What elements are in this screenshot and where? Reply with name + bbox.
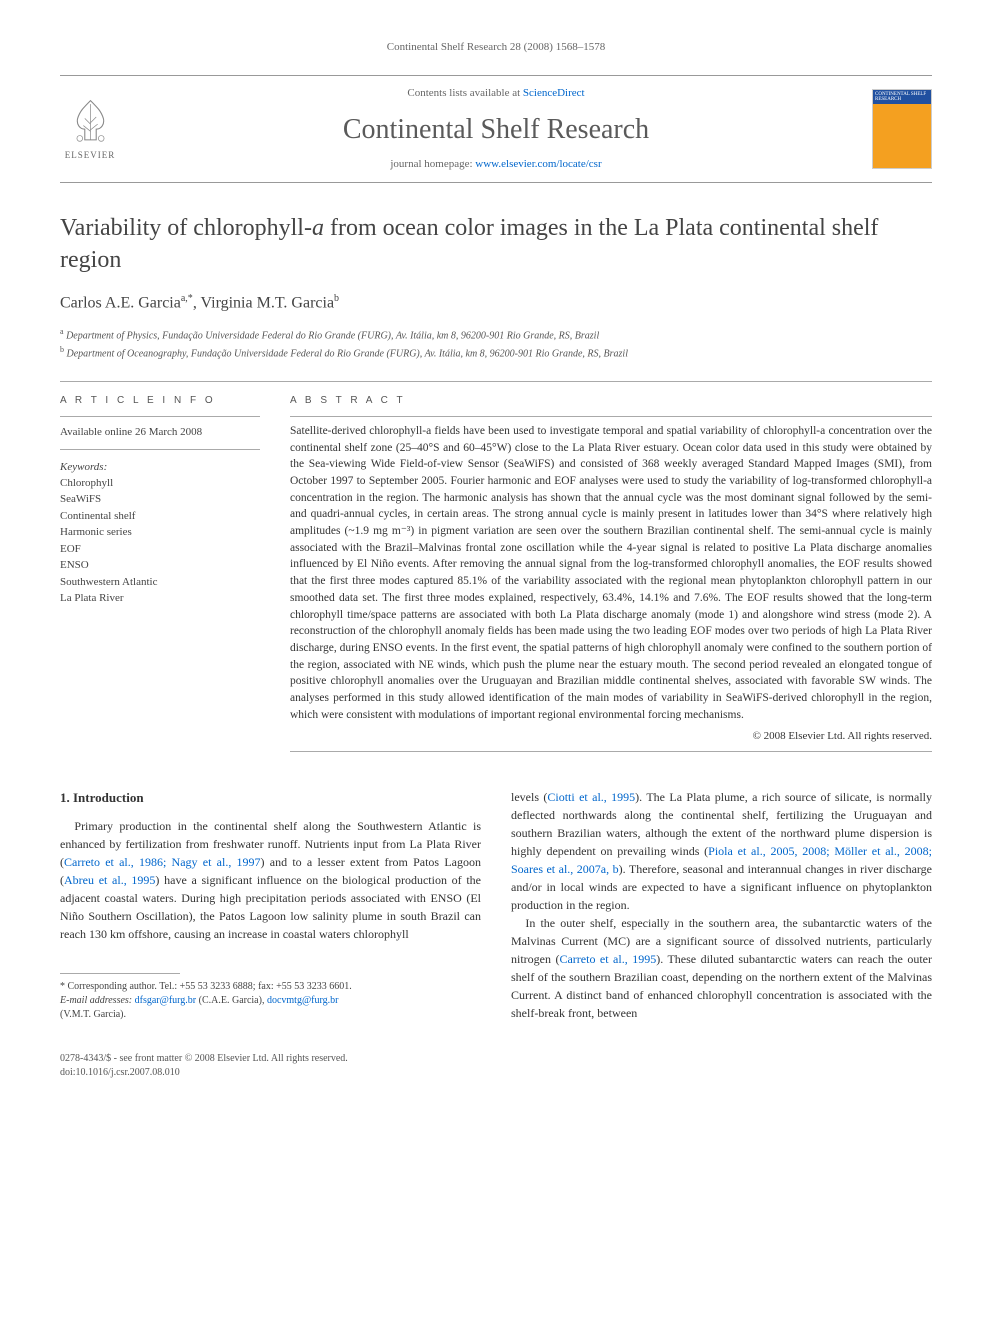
footnote-separator (60, 973, 180, 974)
article-info-column: A R T I C L E I N F O Available online 2… (60, 394, 260, 757)
info-abstract-row: A R T I C L E I N F O Available online 2… (60, 394, 932, 757)
email-label: E-mail addresses: (60, 995, 135, 1006)
citation-link[interactable]: Carreto et al., 1986; Nagy et al., 1997 (64, 855, 261, 869)
affiliation-b: b Department of Oceanography, Fundação U… (60, 344, 932, 361)
journal-cover-thumbnail: CONTINENTAL SHELF RESEARCH (872, 89, 932, 169)
author-2-sup: b (334, 293, 339, 304)
author-1-sup: a,* (181, 293, 193, 304)
email-link[interactable]: docvmtg@furg.br (267, 995, 339, 1006)
title-italic-a: a (312, 215, 324, 241)
publisher-logo: ELSEVIER (60, 94, 120, 164)
citation-link[interactable]: Ciotti et al., 1995 (547, 790, 635, 804)
abstract-text: Satellite-derived chlorophyll-a fields h… (290, 423, 932, 723)
article-title: Variability of chlorophyll-a from ocean … (60, 213, 932, 275)
keyword: Chlorophyll (60, 475, 260, 492)
keyword: SeaWiFS (60, 491, 260, 508)
publisher-name: ELSEVIER (65, 149, 116, 162)
abstract-column: A B S T R A C T Satellite-derived chloro… (290, 394, 932, 757)
title-part-1: Variability of chlorophyll- (60, 215, 312, 241)
abstract-copyright: © 2008 Elsevier Ltd. All rights reserved… (290, 729, 932, 744)
author-1: Carlos A.E. Garcia (60, 294, 181, 311)
abstract-divider (290, 416, 932, 417)
keywords-label: Keywords: (60, 460, 260, 475)
contents-available-line: Contents lists available at ScienceDirec… (120, 86, 872, 101)
homepage-prefix: journal homepage: (390, 158, 475, 170)
body-paragraph: Primary production in the continental sh… (60, 817, 481, 943)
author-2: Virginia M.T. Garcia (201, 294, 335, 311)
info-divider (60, 449, 260, 450)
masthead-center: Contents lists available at ScienceDirec… (120, 86, 872, 172)
email-addresses-line: E-mail addresses: dfsgar@furg.br (C.A.E.… (60, 994, 481, 1022)
sciencedirect-link[interactable]: ScienceDirect (523, 87, 585, 99)
homepage-line: journal homepage: www.elsevier.com/locat… (120, 157, 872, 172)
keywords-list: Chlorophyll SeaWiFS Continental shelf Ha… (60, 475, 260, 607)
journal-name: Continental Shelf Research (120, 110, 872, 149)
keyword: ENSO (60, 557, 260, 574)
footer-doi: doi:10.1016/j.csr.2007.08.010 (60, 1066, 481, 1080)
authors-line: Carlos A.E. Garciaa,*, Virginia M.T. Gar… (60, 292, 932, 315)
keyword: Southwestern Atlantic (60, 574, 260, 591)
body-paragraph: levels (Ciotti et al., 1995). The La Pla… (511, 788, 932, 914)
abstract-divider-bottom (290, 751, 932, 752)
article-info-heading: A R T I C L E I N F O (60, 394, 260, 408)
authors-sep: , (193, 294, 201, 311)
keyword: La Plata River (60, 590, 260, 607)
body-column-left: 1. Introduction Primary production in th… (60, 788, 481, 1081)
body-text: levels ( (511, 790, 547, 804)
body-paragraph: In the outer shelf, especially in the so… (511, 914, 932, 1022)
running-head: Continental Shelf Research 28 (2008) 156… (60, 40, 932, 55)
contents-prefix: Contents lists available at (407, 87, 522, 99)
section-1-heading: 1. Introduction (60, 788, 481, 808)
email-name: (V.M.T. Garcia). (60, 1009, 126, 1020)
affiliation-a: a Department of Physics, Fundação Univer… (60, 326, 932, 343)
citation-link[interactable]: Carreto et al., 1995 (559, 952, 656, 966)
keyword: EOF (60, 541, 260, 558)
email-link[interactable]: dfsgar@furg.br (135, 995, 197, 1006)
page-container: Continental Shelf Research 28 (2008) 156… (0, 0, 992, 1120)
email-name: (C.A.E. Garcia), (196, 995, 267, 1006)
body-column-right: levels (Ciotti et al., 1995). The La Pla… (511, 788, 932, 1081)
divider (60, 381, 932, 382)
body-two-columns: 1. Introduction Primary production in th… (60, 788, 932, 1081)
keyword: Continental shelf (60, 508, 260, 525)
affiliations: a Department of Physics, Fundação Univer… (60, 326, 932, 361)
affiliation-b-text: Department of Oceanography, Fundação Uni… (64, 348, 628, 359)
footnotes: * Corresponding author. Tel.: +55 53 323… (60, 980, 481, 1022)
abstract-heading: A B S T R A C T (290, 394, 932, 408)
article-history: Available online 26 March 2008 (60, 425, 260, 440)
affiliation-a-text: Department of Physics, Fundação Universi… (64, 331, 600, 342)
footer-legal: 0278-4343/$ - see front matter © 2008 El… (60, 1052, 481, 1080)
keyword: Harmonic series (60, 524, 260, 541)
homepage-link[interactable]: www.elsevier.com/locate/csr (475, 158, 601, 170)
info-divider (60, 416, 260, 417)
cover-title-band: CONTINENTAL SHELF RESEARCH (873, 90, 931, 104)
masthead: ELSEVIER Contents lists available at Sci… (60, 75, 932, 183)
corresponding-author-note: * Corresponding author. Tel.: +55 53 323… (60, 980, 481, 994)
elsevier-tree-icon (68, 97, 113, 147)
citation-link[interactable]: Abreu et al., 1995 (64, 873, 155, 887)
footer-issn: 0278-4343/$ - see front matter © 2008 El… (60, 1052, 481, 1066)
